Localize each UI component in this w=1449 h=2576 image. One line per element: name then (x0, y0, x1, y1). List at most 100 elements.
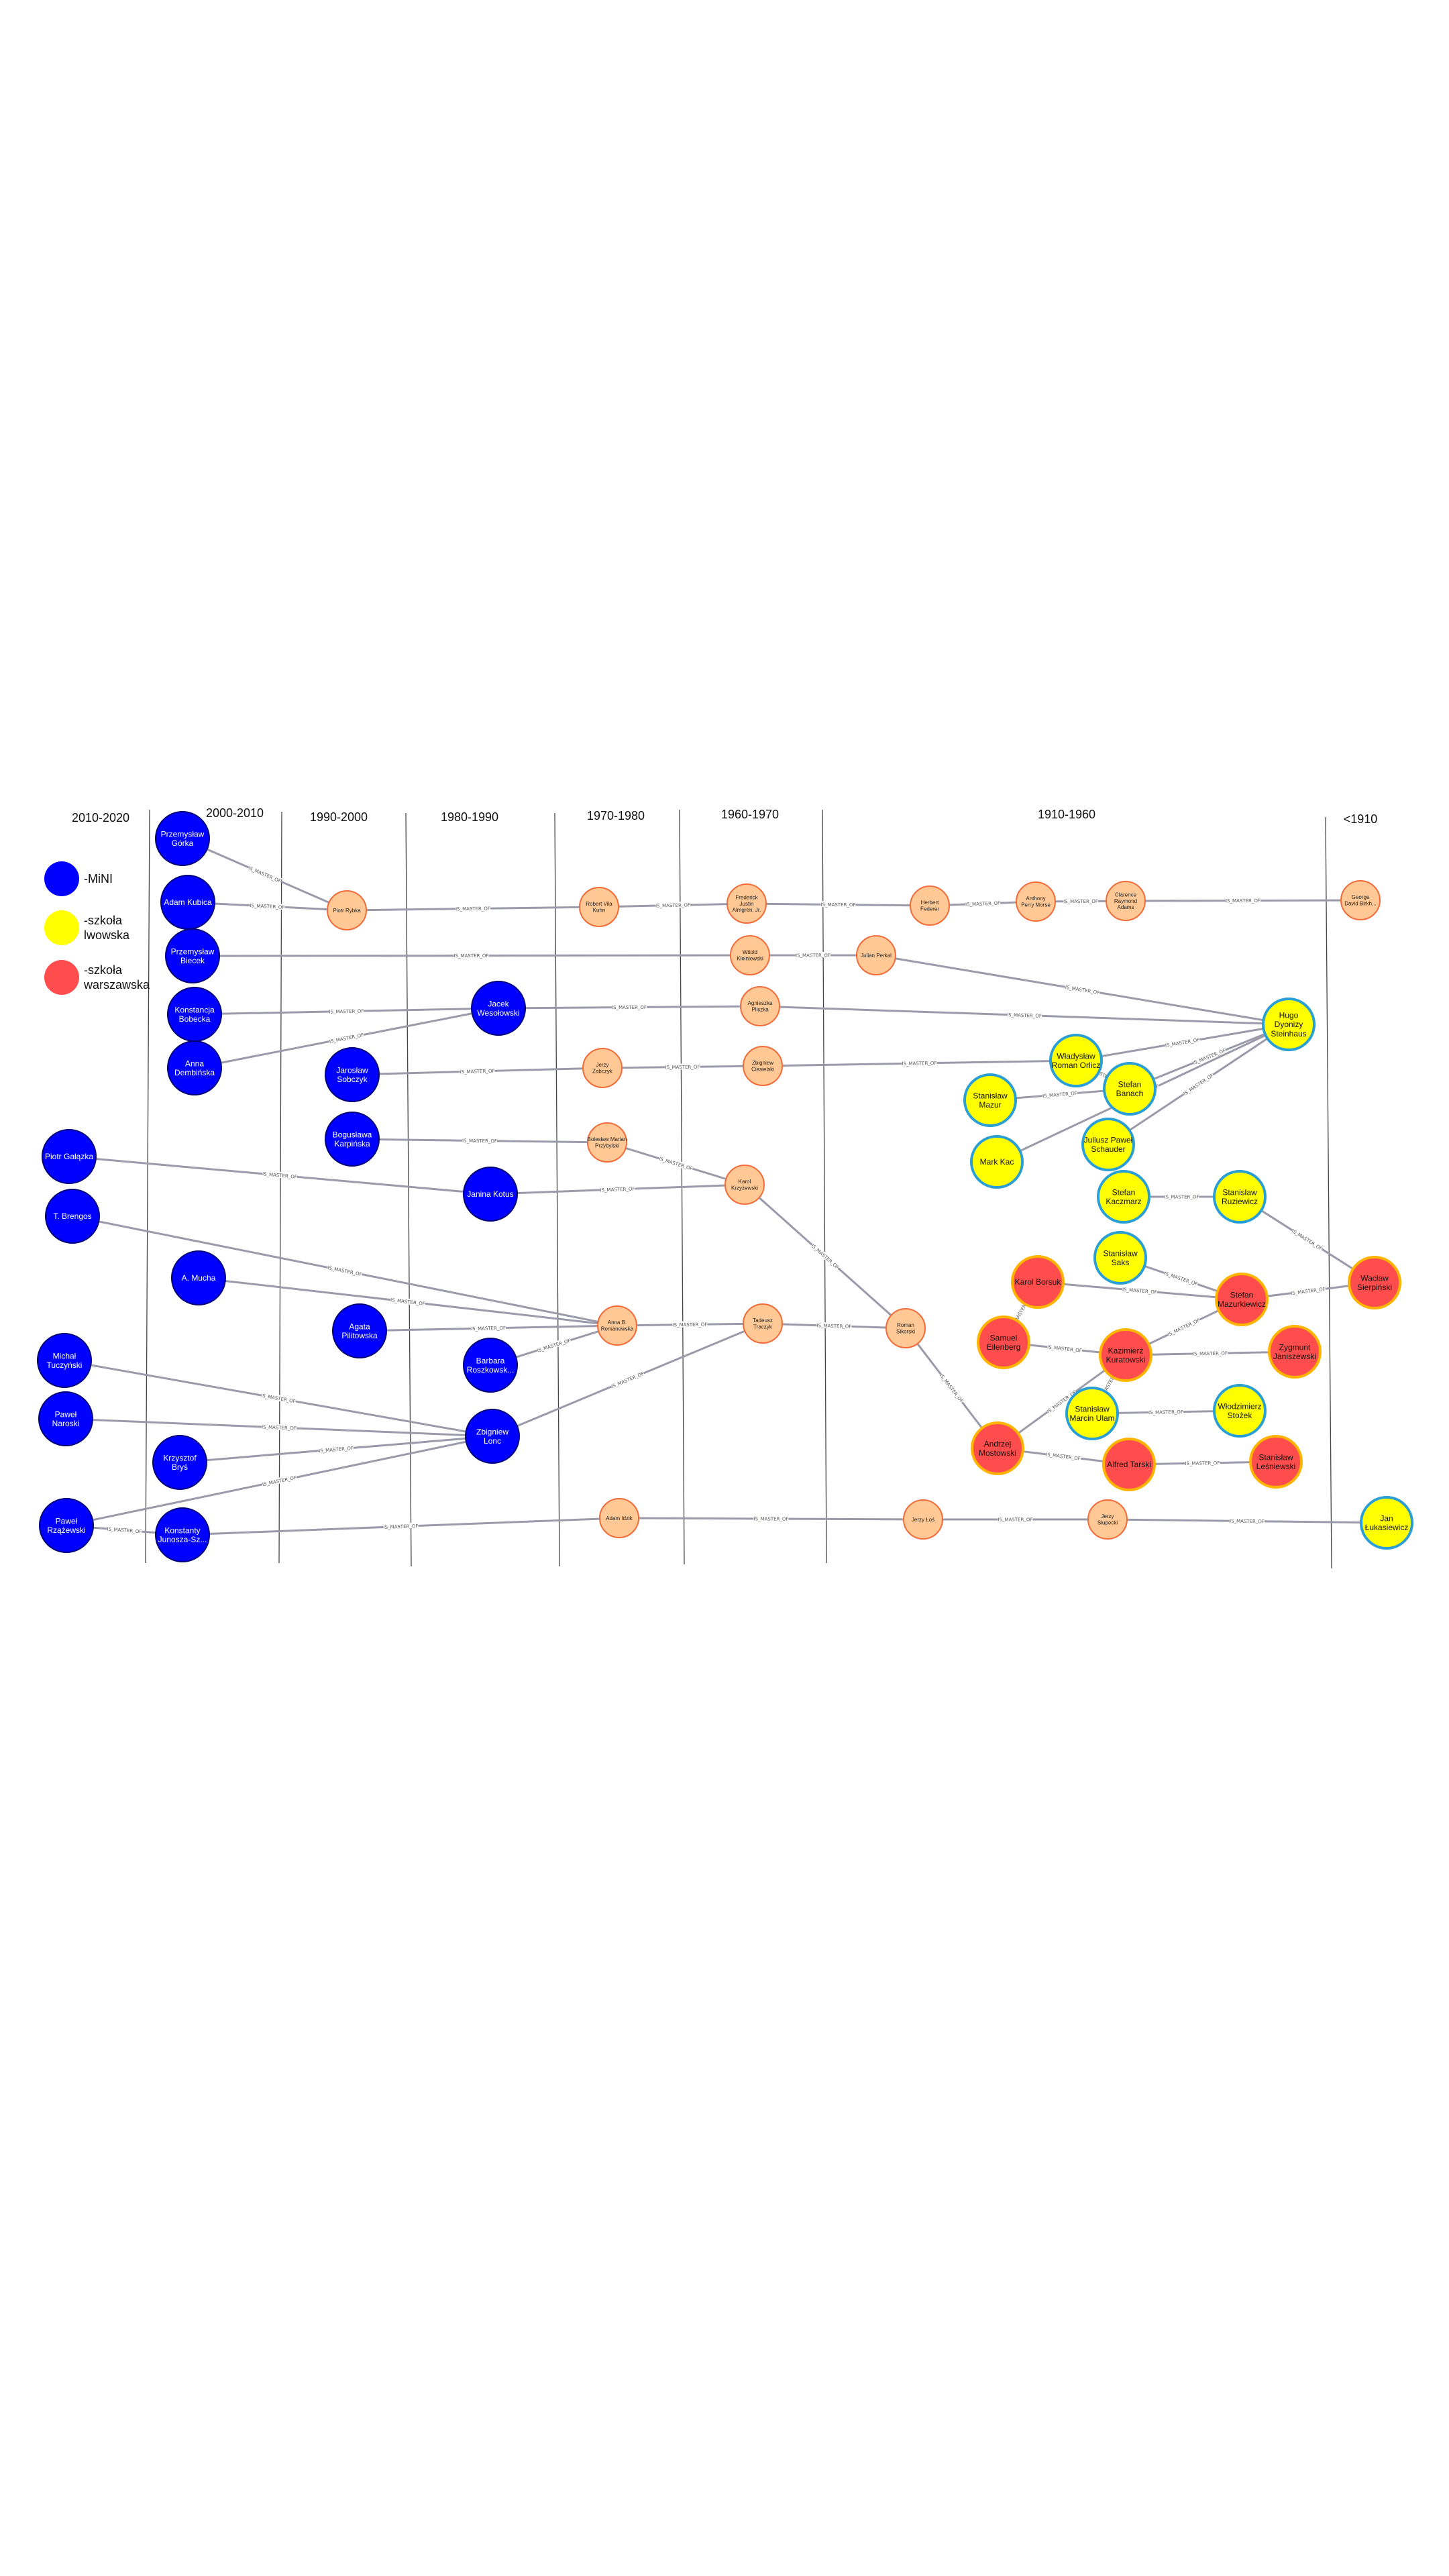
node-circle[interactable] (1348, 1256, 1401, 1309)
node-circle[interactable] (37, 1333, 92, 1388)
node-circle[interactable] (963, 1073, 1017, 1127)
node-circle[interactable] (579, 887, 619, 927)
node-idzik[interactable]: Adam Idzik (599, 1498, 639, 1538)
node-circle[interactable] (910, 885, 950, 926)
node-circle[interactable] (903, 1499, 943, 1540)
node-circle[interactable] (325, 1047, 380, 1102)
node-junosza[interactable]: KonstantyJunosza-Sz... (155, 1507, 210, 1562)
node-galazka[interactable]: Piotr Gałązka (42, 1129, 97, 1184)
node-circle[interactable] (332, 1303, 387, 1358)
node-los[interactable]: Jerzy Łoś (903, 1499, 943, 1540)
node-circle[interactable] (724, 1165, 765, 1205)
node-circle[interactable] (1215, 1273, 1269, 1326)
node-circle[interactable] (1049, 1034, 1103, 1087)
node-tarski[interactable]: Alfred Tarski (1102, 1438, 1156, 1491)
node-circle[interactable] (587, 1122, 627, 1163)
node-circle[interactable] (1268, 1325, 1322, 1379)
node-roszkowska[interactable]: BarbaraRoszkowsk... (463, 1338, 518, 1393)
node-circle[interactable] (463, 1167, 518, 1222)
node-circle[interactable] (1016, 881, 1056, 922)
node-circle[interactable] (971, 1421, 1024, 1475)
node-circle[interactable] (885, 1308, 926, 1348)
node-circle[interactable] (856, 935, 896, 975)
node-circle[interactable] (155, 811, 210, 866)
node-circle[interactable] (1097, 1170, 1150, 1224)
node-circle[interactable] (465, 1409, 520, 1464)
node-circle[interactable] (165, 928, 220, 983)
node-circle[interactable] (167, 1040, 222, 1095)
node-circle[interactable] (1102, 1438, 1156, 1491)
node-circle[interactable] (1213, 1170, 1267, 1224)
node-circle[interactable] (1213, 1384, 1267, 1438)
node-circle[interactable] (42, 1129, 97, 1184)
node-circle[interactable] (171, 1250, 226, 1305)
node-circle[interactable] (1099, 1328, 1152, 1382)
node-circle[interactable] (155, 1507, 210, 1562)
node-circle[interactable] (730, 935, 770, 975)
node-circle[interactable] (727, 883, 767, 924)
node-romanowska[interactable]: Anna B.Romanowska (597, 1305, 637, 1346)
node-borsuk[interactable]: Karol Borsuk (1011, 1255, 1065, 1309)
node-kotus[interactable]: Janina Kotus (463, 1167, 518, 1222)
node-brengos[interactable]: T. Brengos (45, 1189, 100, 1244)
node-circle[interactable] (327, 890, 367, 930)
node-circle[interactable] (1081, 1118, 1135, 1171)
node-circle[interactable] (977, 1316, 1030, 1369)
node-circle[interactable] (582, 1048, 623, 1088)
node-circle[interactable] (599, 1498, 639, 1538)
node-circle[interactable] (1262, 998, 1316, 1051)
node-circle[interactable] (39, 1498, 94, 1553)
node-circle[interactable] (1106, 881, 1146, 921)
node-circle[interactable] (471, 981, 526, 1036)
node-circle[interactable] (325, 1112, 380, 1167)
node-perkal[interactable]: Julian Perkal (856, 935, 896, 975)
node-circle[interactable] (463, 1338, 518, 1393)
node-circle[interactable] (597, 1305, 637, 1346)
node-circle[interactable] (743, 1046, 783, 1086)
node-circle[interactable] (1011, 1255, 1065, 1309)
node-circle[interactable] (1360, 1496, 1413, 1550)
node-circle[interactable] (743, 1303, 783, 1344)
node-circle[interactable] (45, 1189, 100, 1244)
node-circle[interactable] (970, 1135, 1024, 1189)
node-circle[interactable] (1065, 1387, 1119, 1440)
node-kubica[interactable]: Adam Kubica (160, 875, 215, 930)
